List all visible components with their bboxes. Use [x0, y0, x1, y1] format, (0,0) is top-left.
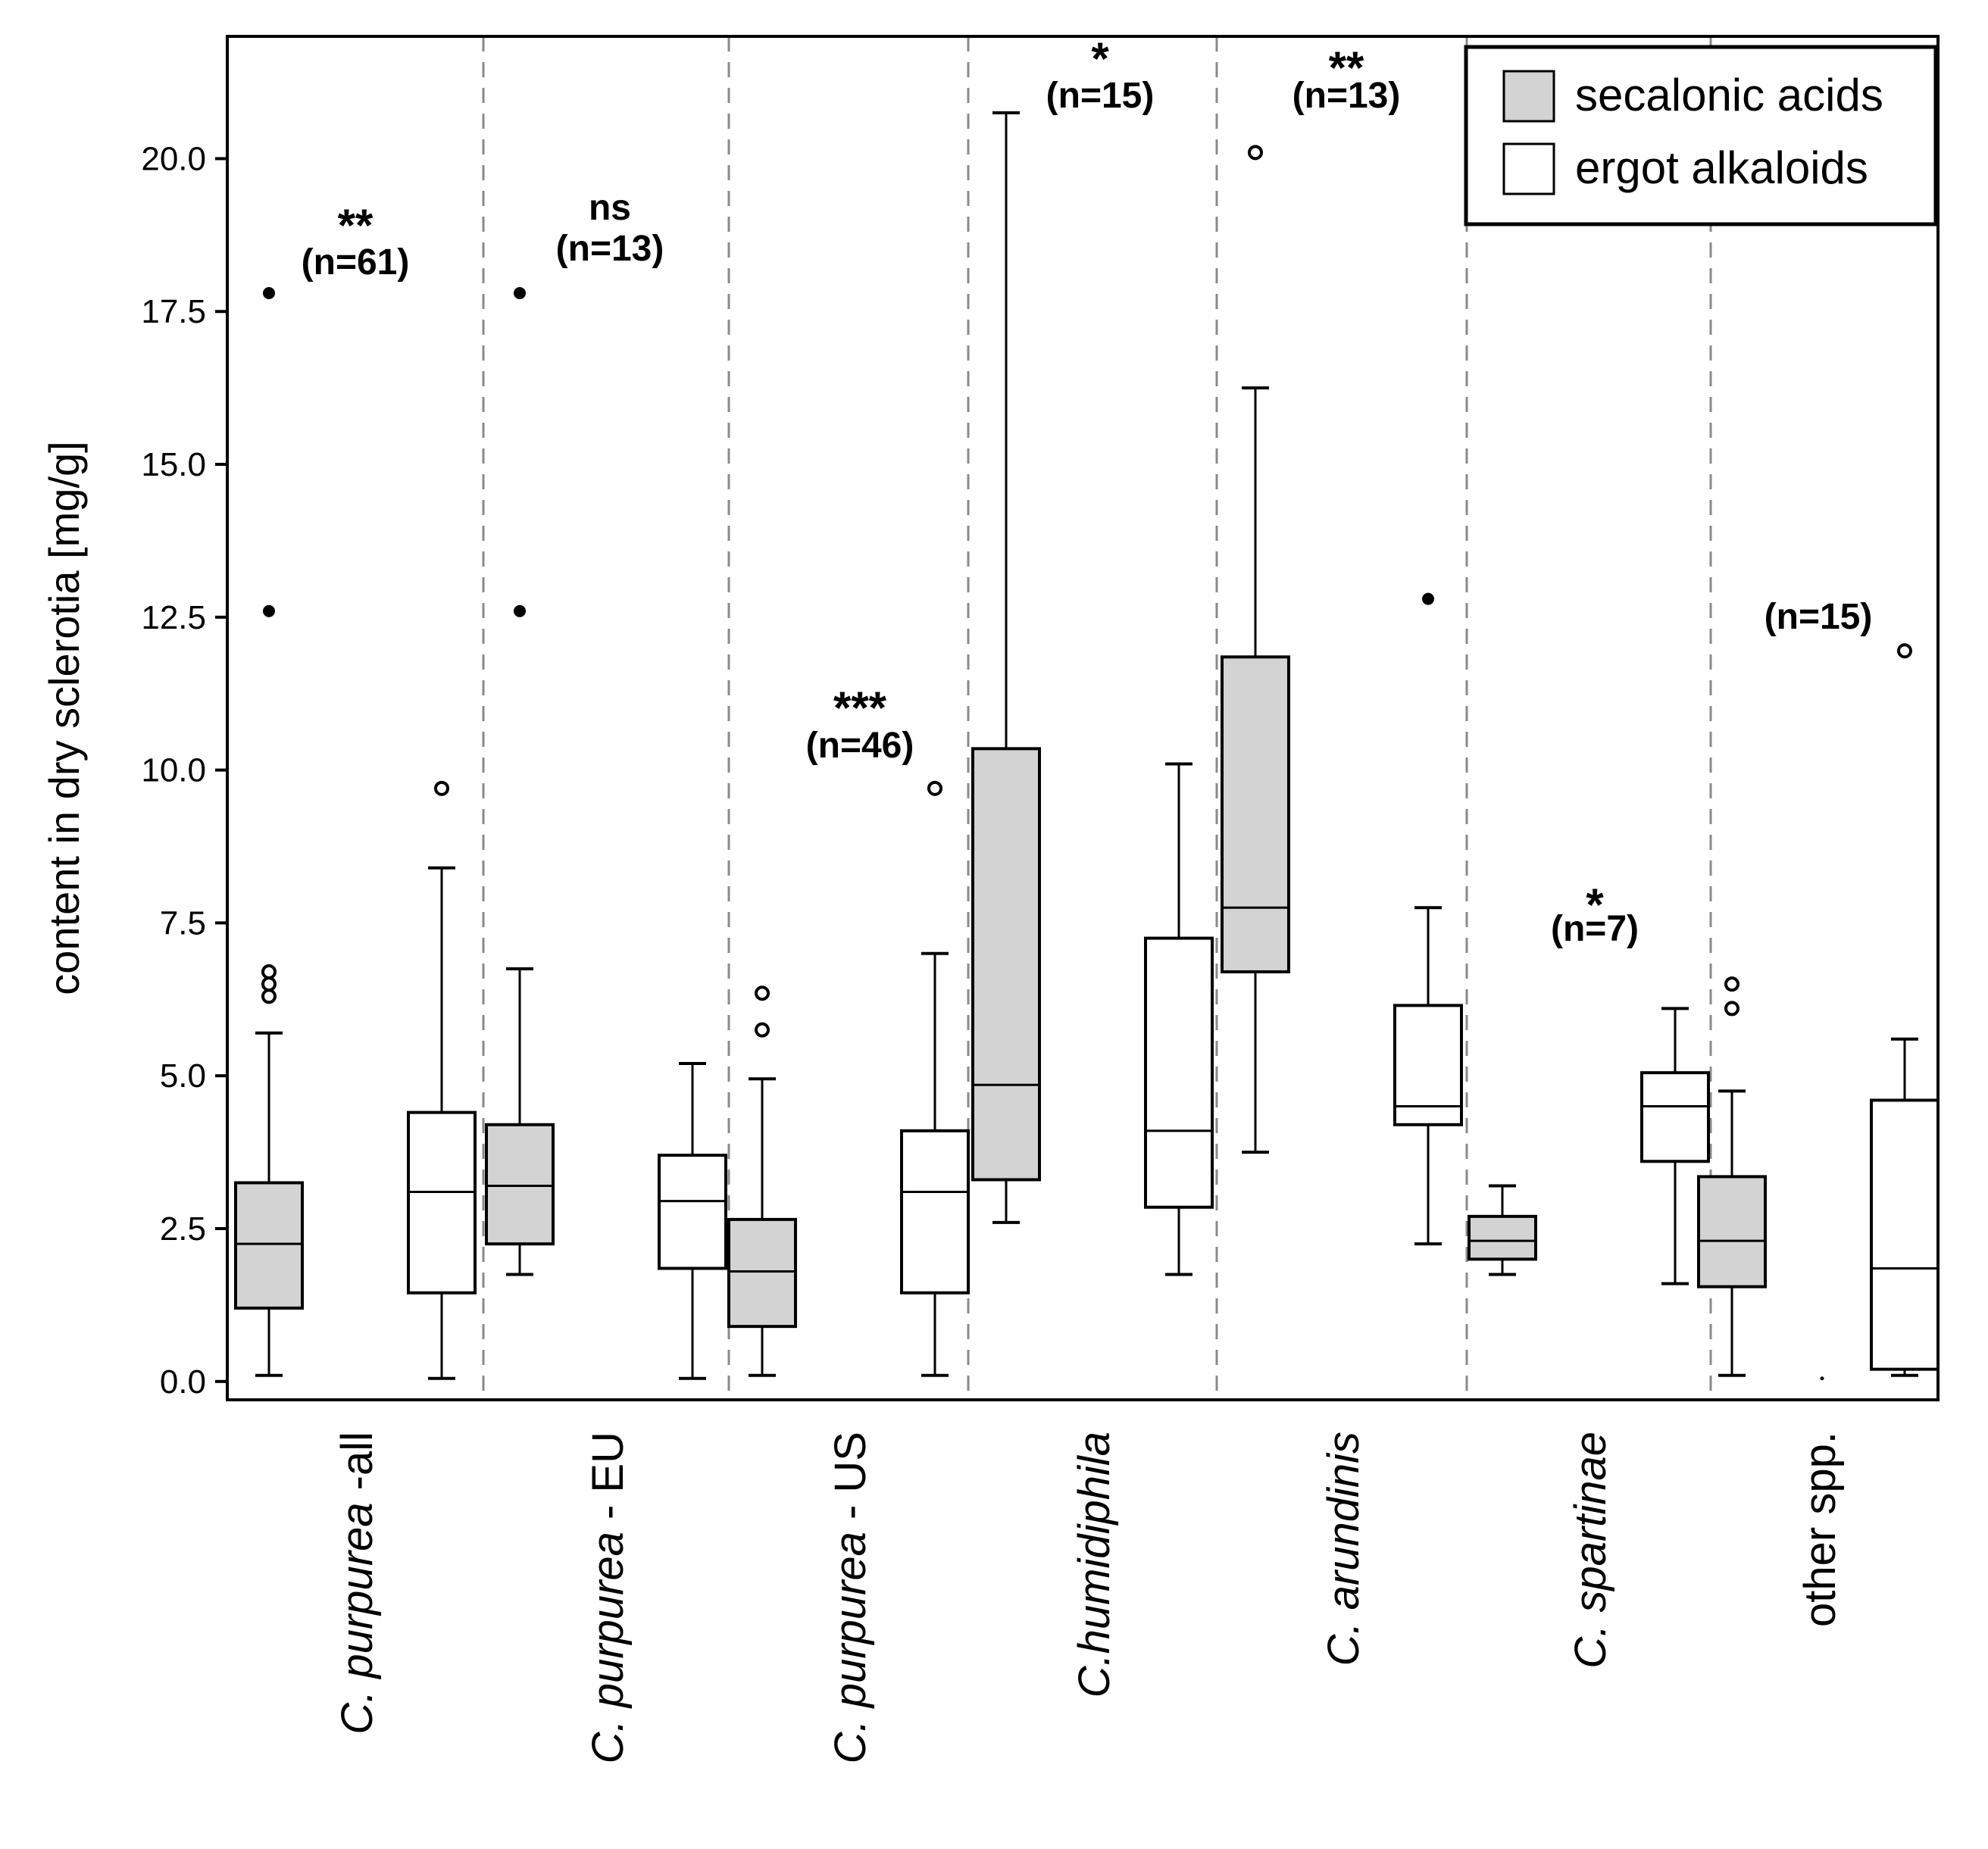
- y-tick-label-7: 17.5: [141, 293, 206, 330]
- legend-label-2: ergot alkaloids: [1575, 142, 1868, 193]
- g5-secalonic-box: [1221, 655, 1290, 973]
- g7-secalonic-outlier-1: [1724, 1001, 1740, 1017]
- group-5-n-label: (n=13): [1293, 76, 1401, 116]
- y-tick-label-2: 5.0: [160, 1057, 206, 1095]
- y-tick-label-5: 12.5: [141, 599, 206, 636]
- annotation-layer: **(n=61)ns(n=13)***(n=46)*(n=15)**(n=13)…: [302, 33, 1873, 949]
- category-label-5: C. arundinis: [1319, 1432, 1368, 1666]
- legend-swatch-2: [1502, 142, 1555, 195]
- g5-secalonic-outlier-1: [1248, 145, 1263, 161]
- g6-secalonic-box: [1468, 1214, 1537, 1261]
- y-tick-label-6: 15.0: [141, 446, 206, 483]
- group-3-significance: ***: [833, 682, 887, 733]
- y-tick-label-0: 0.0: [160, 1363, 206, 1401]
- category-label-2-italic: C. purpurea: [583, 1532, 633, 1763]
- legend-label-1: secalonic acids: [1575, 70, 1883, 120]
- g1-ergot-outlier-1: [434, 780, 449, 796]
- category-label-5-italic: C. arundinis: [1319, 1432, 1368, 1666]
- g1-secalonic-outlier-4: [263, 604, 275, 617]
- category-label-4-italic: C.humidiphila: [1070, 1432, 1119, 1698]
- category-label-4: C.humidiphila: [1070, 1432, 1119, 1698]
- legend: secalonic acids ergot alkaloids: [1464, 45, 1938, 226]
- g7-secalonic-box: [1697, 1175, 1767, 1288]
- category-label-1: C. purpurea -all: [333, 1432, 382, 1735]
- g3-secalonic-box: [727, 1217, 797, 1329]
- g4-secalonic-box: [971, 747, 1041, 1182]
- group-6-n-label: (n=7): [1551, 909, 1639, 949]
- g7-secalonic-outlier-2: [1724, 976, 1740, 992]
- g6-ergot-box: [1640, 1071, 1710, 1163]
- y-axis: 0.0 2.5 5.0 7.5 10.0 12.5 15.0 17.5 20.0 content …: [40, 140, 227, 1401]
- category-label-2-plain: - EU: [583, 1432, 633, 1532]
- g2-ergot-box: [658, 1154, 727, 1270]
- y-tick-label-4: 10.0: [141, 752, 206, 789]
- category-label-3: C. purpurea - US: [826, 1432, 875, 1763]
- category-label-3-plain: - US: [826, 1432, 875, 1532]
- category-label-1-italic: C. purpurea: [333, 1502, 382, 1734]
- g1-secalonic-outlier-1: [261, 989, 277, 1004]
- group-7-n-label: (n=15): [1765, 597, 1873, 637]
- g7-ergot-box: [1870, 1098, 1940, 1371]
- y-tick-label-8: 20.0: [141, 140, 206, 177]
- y-tick-label-1: 2.5: [160, 1210, 206, 1248]
- category-label-6-italic: C. spartinae: [1566, 1432, 1615, 1669]
- g3-ergot-box: [900, 1129, 970, 1295]
- g3-ergot-outlier-1: [927, 780, 942, 796]
- category-label-2: C. purpurea - EU: [583, 1432, 633, 1763]
- g2-secalonic-outlier-2: [514, 287, 526, 300]
- group-1-significance: **: [338, 200, 374, 251]
- legend-swatch-1: [1502, 70, 1555, 123]
- g7-ergot-outlier-1: [1897, 643, 1912, 659]
- g4-ergot-box: [1144, 936, 1214, 1209]
- category-label-7-plain: other spp.: [1796, 1432, 1845, 1627]
- group-6-significance: *: [1586, 879, 1604, 930]
- g2-secalonic-box: [485, 1123, 555, 1246]
- g5-ergot-outlier-1: [1422, 592, 1434, 605]
- g1-ergot-box: [407, 1110, 477, 1295]
- g3-secalonic-outlier-1: [755, 1022, 770, 1038]
- y-axis-label: content in dry sclerotia [mg/g]: [40, 441, 88, 995]
- g1-secalonic-outlier-2: [261, 976, 277, 992]
- category-label-3-italic: C. purpurea: [826, 1532, 875, 1763]
- group-3-n-label: (n=46): [806, 726, 914, 766]
- g1-secalonic-outlier-5: [263, 287, 275, 300]
- group-2-n-label: (n=13): [556, 229, 664, 269]
- group-1-n-label: (n=61): [302, 242, 410, 283]
- group-5-significance: **: [1329, 42, 1364, 93]
- category-label-1-plain: -all: [333, 1432, 382, 1502]
- g1-secalonic-box: [234, 1181, 304, 1310]
- group-4-significance: *: [1091, 33, 1109, 84]
- g3-secalonic-outlier-2: [755, 985, 770, 1001]
- box-layer: [234, 111, 1940, 1381]
- g1-secalonic-outlier-3: [261, 964, 277, 979]
- category-label-7: other spp.: [1796, 1432, 1845, 1627]
- group-4-n-label: (n=15): [1046, 76, 1155, 116]
- group-2-significance: ns: [589, 188, 631, 228]
- category-label-6: C. spartinae: [1566, 1432, 1615, 1669]
- g5-ergot-box: [1393, 1004, 1463, 1126]
- stray-dot: [1820, 1376, 1824, 1381]
- plot-area-frame: [226, 35, 1940, 1401]
- y-tick-label-3: 7.5: [160, 904, 206, 942]
- g2-secalonic-outlier-1: [514, 604, 526, 617]
